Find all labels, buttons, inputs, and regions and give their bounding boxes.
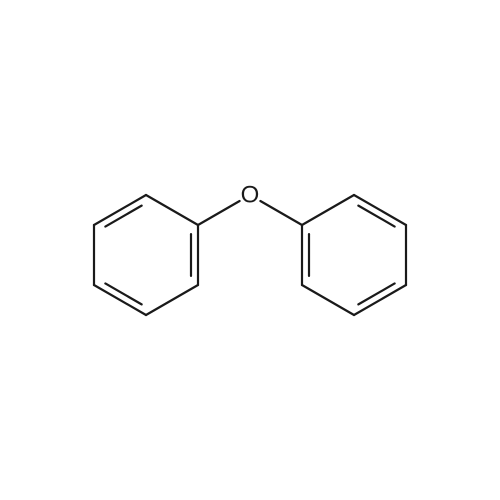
bond bbox=[354, 285, 406, 315]
atom-label-o: O bbox=[241, 182, 260, 209]
bond bbox=[94, 285, 146, 315]
bond bbox=[198, 201, 240, 225]
bond bbox=[302, 195, 354, 225]
molecule-diagram: O bbox=[0, 0, 500, 500]
bond bbox=[260, 201, 302, 225]
bond bbox=[146, 285, 198, 315]
bond bbox=[302, 285, 354, 315]
bond bbox=[94, 195, 146, 225]
bond bbox=[146, 195, 198, 225]
bond bbox=[354, 195, 406, 225]
